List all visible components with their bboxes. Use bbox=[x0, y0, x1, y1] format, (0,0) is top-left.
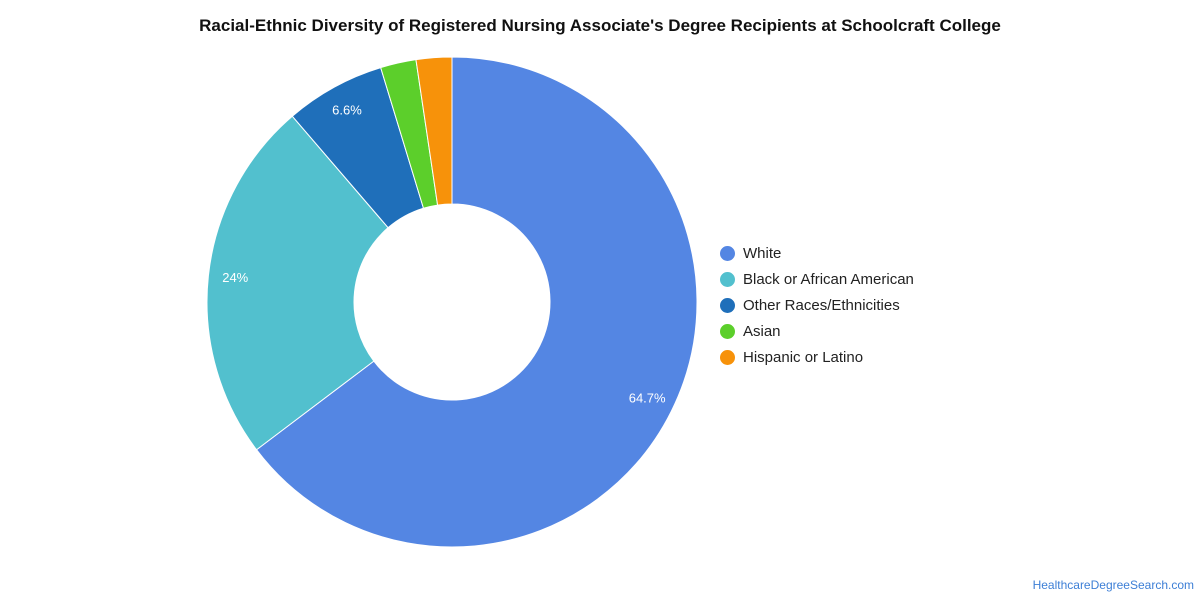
legend-item-other-races-ethnicities[interactable]: Other Races/Ethnicities bbox=[720, 292, 914, 318]
legend-swatch bbox=[720, 297, 735, 313]
legend-item-hispanic-or-latino[interactable]: Hispanic or Latino bbox=[720, 344, 914, 370]
legend-swatch bbox=[720, 323, 735, 339]
legend-item-black-or-african-american[interactable]: Black or African American bbox=[720, 266, 914, 292]
legend-label: Black or African American bbox=[743, 270, 914, 288]
legend-item-asian[interactable]: Asian bbox=[720, 318, 914, 344]
legend-swatch bbox=[720, 271, 735, 287]
legend-item-white[interactable]: White bbox=[720, 240, 914, 266]
slice-label-black-or-african-american: 24% bbox=[222, 270, 248, 285]
slice-hispanic-or-latino[interactable] bbox=[415, 56, 453, 206]
slice-white[interactable] bbox=[255, 56, 698, 548]
legend-swatch bbox=[720, 245, 735, 261]
chart-legend: White Black or African American Other Race… bbox=[720, 240, 914, 370]
legend-swatch bbox=[720, 349, 735, 365]
slice-label-white: 64.7% bbox=[629, 391, 666, 406]
slice-label-other-races-ethnicities: 6.6% bbox=[332, 102, 362, 117]
legend-label: White bbox=[743, 244, 782, 262]
source-link[interactable]: HealthcareDegreeSearch.com bbox=[1032, 578, 1194, 592]
chart-title: Racial-Ethnic Diversity of Registered Nu… bbox=[199, 16, 1001, 35]
legend-label: Other Races/Ethnicities bbox=[743, 296, 900, 314]
legend-label: Hispanic or Latino bbox=[743, 348, 864, 366]
slice-black-or-african-american[interactable] bbox=[206, 115, 389, 451]
legend-label: Asian bbox=[743, 322, 781, 340]
